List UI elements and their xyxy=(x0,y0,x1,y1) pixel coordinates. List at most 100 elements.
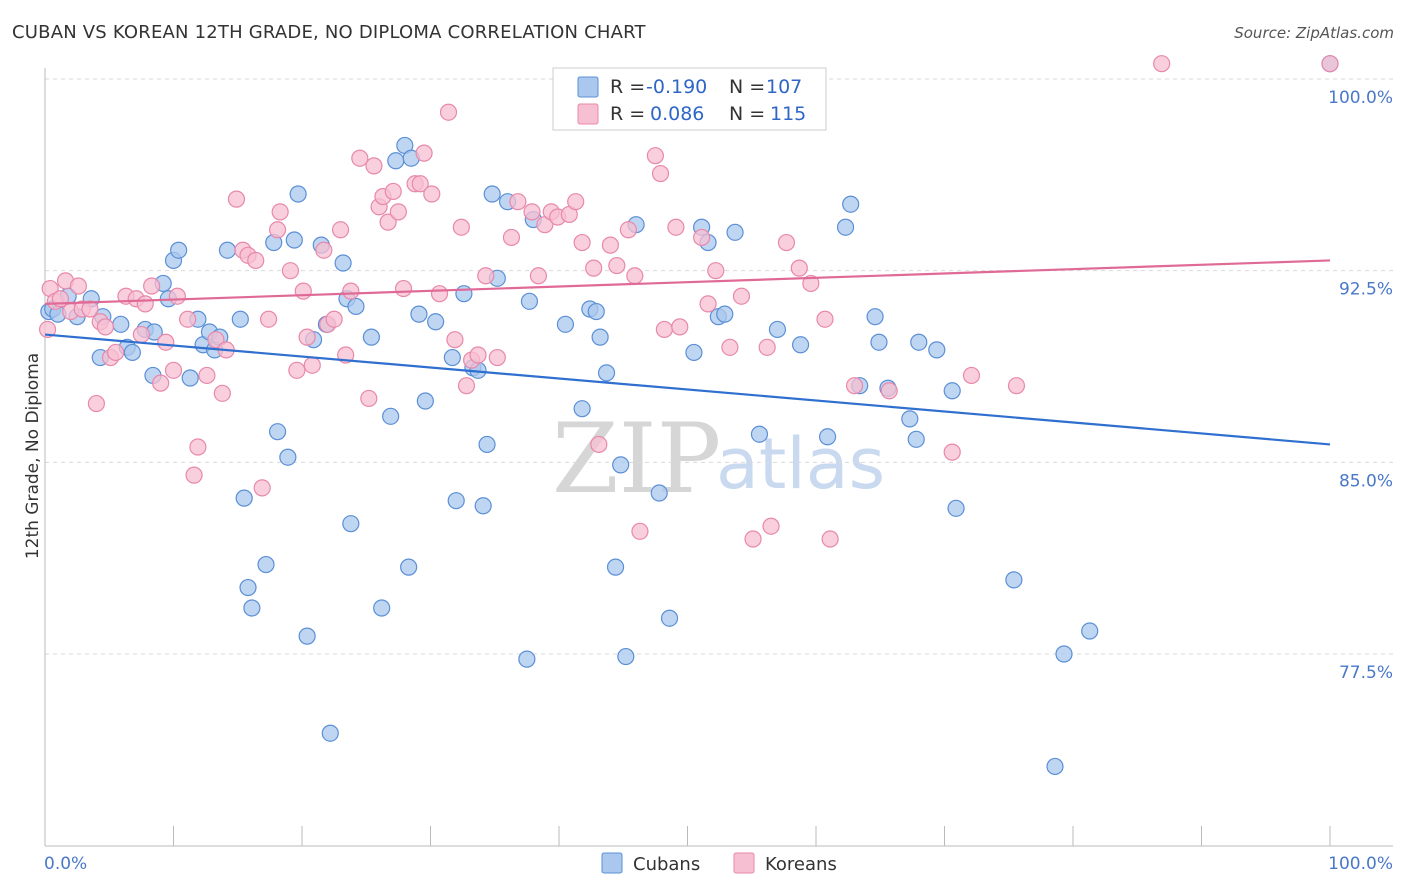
scatter-points xyxy=(38,55,1339,776)
cuban-point xyxy=(373,599,391,617)
cuban-point xyxy=(257,555,275,574)
cuban-point xyxy=(112,315,130,333)
cuban-point xyxy=(235,489,253,507)
grid-lines xyxy=(45,78,1393,655)
korean-point xyxy=(365,157,383,175)
cuban-point xyxy=(750,425,769,443)
korean-point xyxy=(253,479,271,497)
korean-point xyxy=(394,279,413,298)
korean-point xyxy=(608,256,626,275)
korean-point xyxy=(1007,377,1026,395)
korean-point xyxy=(699,295,717,313)
legend-swatch-cubans xyxy=(577,76,599,98)
cuban-point xyxy=(268,423,287,441)
korean-point xyxy=(707,262,725,280)
korean-point xyxy=(379,213,397,231)
cuban-trend-line xyxy=(44,333,1331,446)
korean-point xyxy=(164,361,183,379)
legend-r-label-koreans: R = xyxy=(610,103,645,125)
y-tick-label: 92.5% xyxy=(1339,280,1393,300)
cuban-point xyxy=(612,456,630,474)
series-legend-swatch-koreans xyxy=(733,852,755,874)
korean-point xyxy=(590,435,608,454)
cuban-point xyxy=(818,428,837,446)
korean-point xyxy=(962,366,981,385)
cuban-point xyxy=(181,369,199,387)
korean-point xyxy=(469,346,487,364)
korean-point xyxy=(268,221,287,239)
cuban-point xyxy=(716,305,734,323)
korean-point xyxy=(821,530,839,548)
korean-point xyxy=(758,338,776,356)
cuban-point xyxy=(347,297,365,316)
cuban-point xyxy=(907,430,925,448)
cuban-point xyxy=(928,341,946,359)
korean-point xyxy=(802,274,820,293)
x-tick-label-max: 100.0% xyxy=(1328,854,1393,874)
cuban-point xyxy=(910,333,928,351)
cuban-point xyxy=(901,410,919,428)
korean-point xyxy=(213,384,231,402)
korean-point xyxy=(744,530,762,548)
cuban-point xyxy=(617,647,635,666)
cuban-point xyxy=(791,336,810,354)
korean-point xyxy=(331,221,350,239)
cuban-point xyxy=(520,292,539,310)
legend-n-label-cubans: N = xyxy=(729,76,765,98)
korean-point xyxy=(288,361,306,379)
korean-point xyxy=(430,285,449,303)
cuban-point xyxy=(842,195,860,213)
cuban-point xyxy=(443,348,461,367)
cuban-point xyxy=(285,231,303,249)
cuban-point xyxy=(170,241,188,259)
cuban-point xyxy=(334,254,352,272)
legend-n-value-cubans: 107 xyxy=(766,76,802,98)
korean-point xyxy=(207,331,225,349)
korean-point xyxy=(1153,55,1171,73)
korean-point xyxy=(880,382,898,400)
korean-point xyxy=(294,282,312,300)
korean-point xyxy=(185,466,203,484)
cuban-point xyxy=(836,218,855,236)
korean-point xyxy=(457,377,476,395)
korean-point xyxy=(693,228,711,247)
cuban-point xyxy=(231,310,249,328)
legend-swatch-koreans xyxy=(577,103,599,125)
cuban-point xyxy=(239,578,257,597)
correlation-legend: R = -0.190 N = 107 R = 0.086 N = 115 xyxy=(552,67,827,131)
korean-point xyxy=(81,300,99,318)
korean-point xyxy=(136,295,154,313)
cuban-point xyxy=(650,484,668,502)
korean-point xyxy=(415,144,433,162)
cuban-point xyxy=(400,558,418,576)
cuban-point xyxy=(685,343,703,362)
korean-point xyxy=(777,233,796,252)
cuban-point xyxy=(387,152,405,170)
korean-point xyxy=(567,193,585,211)
korean-point xyxy=(423,185,441,203)
cuban-point xyxy=(483,185,501,203)
cuban-point xyxy=(455,285,473,303)
cuban-point xyxy=(587,302,605,321)
korean-point xyxy=(488,348,506,367)
cuban-point xyxy=(447,492,465,510)
cuban-point xyxy=(947,499,965,517)
cuban-point xyxy=(1005,571,1023,589)
y-tick-label: 100.0% xyxy=(1328,88,1393,108)
korean-point xyxy=(509,193,527,211)
cuban-point xyxy=(660,609,679,627)
cuban-point xyxy=(218,241,237,259)
korean-point xyxy=(816,310,834,328)
korean-point xyxy=(168,287,186,305)
cuban-point xyxy=(943,382,961,400)
korean-point xyxy=(143,277,161,295)
watermark-atlas: atlas xyxy=(716,423,885,505)
cuban-point xyxy=(474,497,492,515)
korean-point xyxy=(667,218,685,236)
korean-point xyxy=(452,218,470,236)
x-tick-label-min: 0.0% xyxy=(44,854,87,874)
korean-point xyxy=(227,190,246,208)
y-axis-title: 12th Grade, No Diploma xyxy=(23,353,43,559)
legend-n-label-koreans: N = xyxy=(729,103,765,125)
cuban-point xyxy=(243,599,261,617)
